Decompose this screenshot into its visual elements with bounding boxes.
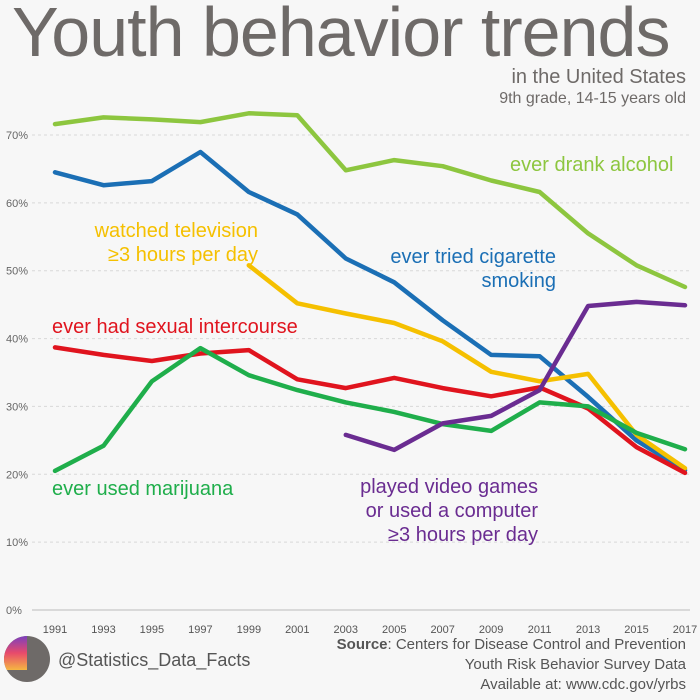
y-tick-label: 60% [6,198,28,210]
y-tick-label: 50% [6,266,28,278]
label-vg-line1: played video games [360,476,538,498]
x-tick-label: 1999 [237,624,261,636]
series-line-4 [52,345,688,474]
source-line1: Source: Centers for Disease Control and … [337,636,686,653]
x-tick-label: 2005 [382,624,406,636]
source-line2: Youth Risk Behavior Survey Data [464,656,686,673]
x-tick-label: 2017 [673,624,697,636]
x-tick-label: 2007 [430,624,454,636]
label-tv: watched television ≥3 hours per day [95,219,258,267]
y-tick-label: 70% [6,130,28,142]
chart-subtitle-age: 9th grade, 14-15 years old [499,90,686,107]
label-tv-line1: watched television [94,220,258,242]
y-tick-label: 40% [6,334,28,346]
x-tick-label: 1993 [91,624,115,636]
series-line-1 [52,149,688,473]
x-tick-label: 2001 [285,624,309,636]
series-line-0 [52,111,688,290]
label-sex: ever had sexual intercourse [52,316,298,338]
y-tick-label: 30% [6,401,28,413]
y-tick-label: 10% [6,537,28,549]
label-vg-line2: or used a computer [365,500,538,522]
source-label: Source [336,636,388,653]
y-tick-label: 0% [6,605,22,617]
y-tick-label: 20% [6,469,28,481]
label-vg-line3: ≥3 hours per day [388,524,538,546]
x-tick-label: 2015 [624,624,648,636]
label-cigarette: ever tried cigarette smoking [390,245,556,293]
chart-subtitle: in the United States [511,66,686,88]
x-tick-label: 1997 [188,624,212,636]
label-cig-line1: ever tried cigarette [390,246,556,268]
x-tick-label: 2011 [528,624,552,636]
x-tick-label: 1995 [140,624,164,636]
source-line3: Available at: www.cdc.gov/yrbs [480,676,686,693]
source-text: : Centers for Disease Control and Preven… [387,636,686,653]
series-line-5 [343,299,688,453]
x-tick-label: 2013 [576,624,600,636]
x-tick-label: 2003 [334,624,358,636]
label-video-games: played video games or used a computer ≥3 h… [360,475,538,547]
label-tv-line2: ≥3 hours per day [108,244,258,266]
label-alcohol: ever drank alcohol [510,154,674,176]
x-tick-label: 2009 [479,624,503,636]
author-handle: @Statistics_Data_Facts [58,650,251,670]
series-line-2 [246,263,688,471]
logo [4,636,50,682]
label-marijuana: ever used marijuana [52,478,234,500]
chart-title: Youth behavior trends [12,0,670,71]
label-cig-line2: smoking [481,270,556,292]
x-tick-label: 1991 [43,624,67,636]
